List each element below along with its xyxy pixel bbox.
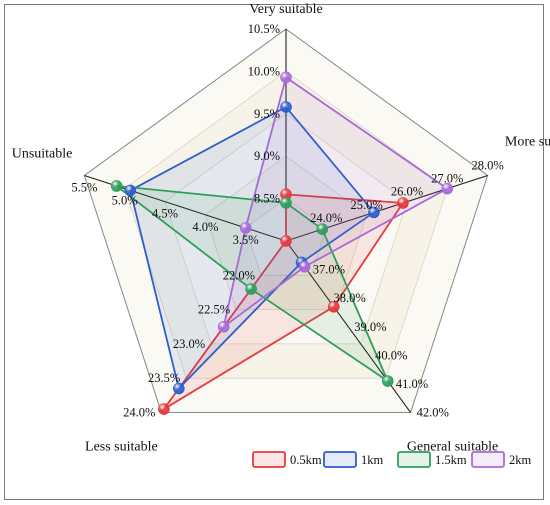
legend-label[interactable]: 0.5km: [290, 453, 322, 467]
series-points: [110, 71, 454, 415]
tick-label: 28.0%: [471, 158, 503, 172]
axis-title: Very suitable: [249, 2, 322, 17]
tick-label: 8.5%: [254, 192, 280, 206]
tick-label: 3.5%: [233, 233, 259, 247]
point-1km-3[interactable]: [173, 382, 185, 395]
tick-label: 5.5%: [71, 180, 97, 194]
axis-title: Unsuitable: [12, 146, 73, 161]
tick-label: 39.0%: [354, 320, 386, 334]
tick-label: 22.0%: [223, 268, 255, 282]
point-0.5km-2[interactable]: [327, 300, 340, 313]
grid-outer-border: [83, 28, 489, 414]
legend-swatch-1km[interactable]: [323, 451, 357, 468]
tick-label: 26.0%: [391, 185, 423, 199]
point-2km-1[interactable]: [441, 182, 454, 195]
series-area-1km: [129, 106, 375, 390]
tick-label: 22.5%: [198, 303, 230, 317]
tick-label: 41.0%: [396, 377, 428, 391]
series-area-2km: [222, 76, 449, 328]
tick-label: 27.0%: [431, 172, 463, 186]
tick-label: 25.0%: [351, 198, 383, 212]
tick-label: 40.0%: [375, 348, 407, 362]
tick-label: 9.5%: [254, 107, 280, 121]
tick-label: 4.5%: [152, 207, 178, 221]
legend-swatch-1.5km[interactable]: [397, 451, 431, 468]
tick-label: 9.0%: [254, 149, 280, 163]
tick-label: 42.0%: [417, 406, 449, 420]
point-2km-3[interactable]: [217, 320, 230, 333]
axis-title: General suitable: [407, 440, 498, 455]
tick-label: 38.0%: [334, 291, 366, 305]
tick-label: 23.0%: [173, 337, 205, 351]
legend: 0.5km 1km 1.5km 2km: [252, 451, 532, 468]
axis-title: More suitable: [505, 134, 550, 149]
point-2km-0[interactable]: [280, 71, 292, 84]
legend-label[interactable]: 1km: [361, 453, 384, 467]
tick-label: 23.5%: [148, 371, 180, 385]
tick-label: 37.0%: [313, 263, 345, 277]
legend-label[interactable]: 2km: [509, 453, 532, 467]
axis-titles: Very suitable More suitable General suitab…: [12, 2, 550, 455]
point-0.5km-4[interactable]: [280, 235, 292, 247]
point-1.5km-3[interactable]: [245, 283, 257, 295]
point-1.5km-0[interactable]: [280, 197, 292, 209]
point-0.5km-1[interactable]: [397, 197, 409, 209]
legend-swatch-2km[interactable]: [471, 451, 505, 468]
tick-label: 5.0%: [112, 194, 138, 208]
point-1km-0[interactable]: [280, 101, 292, 113]
point-1km-4[interactable]: [124, 184, 137, 197]
axis-tick-labels: 8.5% 9.0% 9.5% 10.0% 10.5% 24.0% 25.0% 26.0% 27.…: [71, 22, 503, 420]
tick-label: 4.0%: [192, 220, 218, 234]
tick-label: 10.0%: [248, 64, 280, 78]
legend-label[interactable]: 1.5km: [435, 453, 467, 467]
legend-swatch-0.5km[interactable]: [252, 451, 286, 468]
point-0.5km-3[interactable]: [158, 403, 170, 415]
series-area-0.5km: [162, 193, 404, 410]
point-1km-1[interactable]: [368, 206, 380, 219]
point-1.5km-1[interactable]: [316, 223, 329, 236]
point-2km-2[interactable]: [298, 260, 311, 273]
tick-label: 10.5%: [248, 22, 280, 36]
point-2km-4[interactable]: [239, 222, 252, 234]
point-1.5km-2[interactable]: [381, 375, 394, 387]
point-1.5km-4[interactable]: [110, 180, 123, 192]
axis-title: Less suitable: [85, 440, 158, 455]
tick-label: 24.0%: [123, 406, 155, 420]
series-polygons: [115, 76, 449, 410]
tick-label: 24.0%: [310, 211, 342, 225]
